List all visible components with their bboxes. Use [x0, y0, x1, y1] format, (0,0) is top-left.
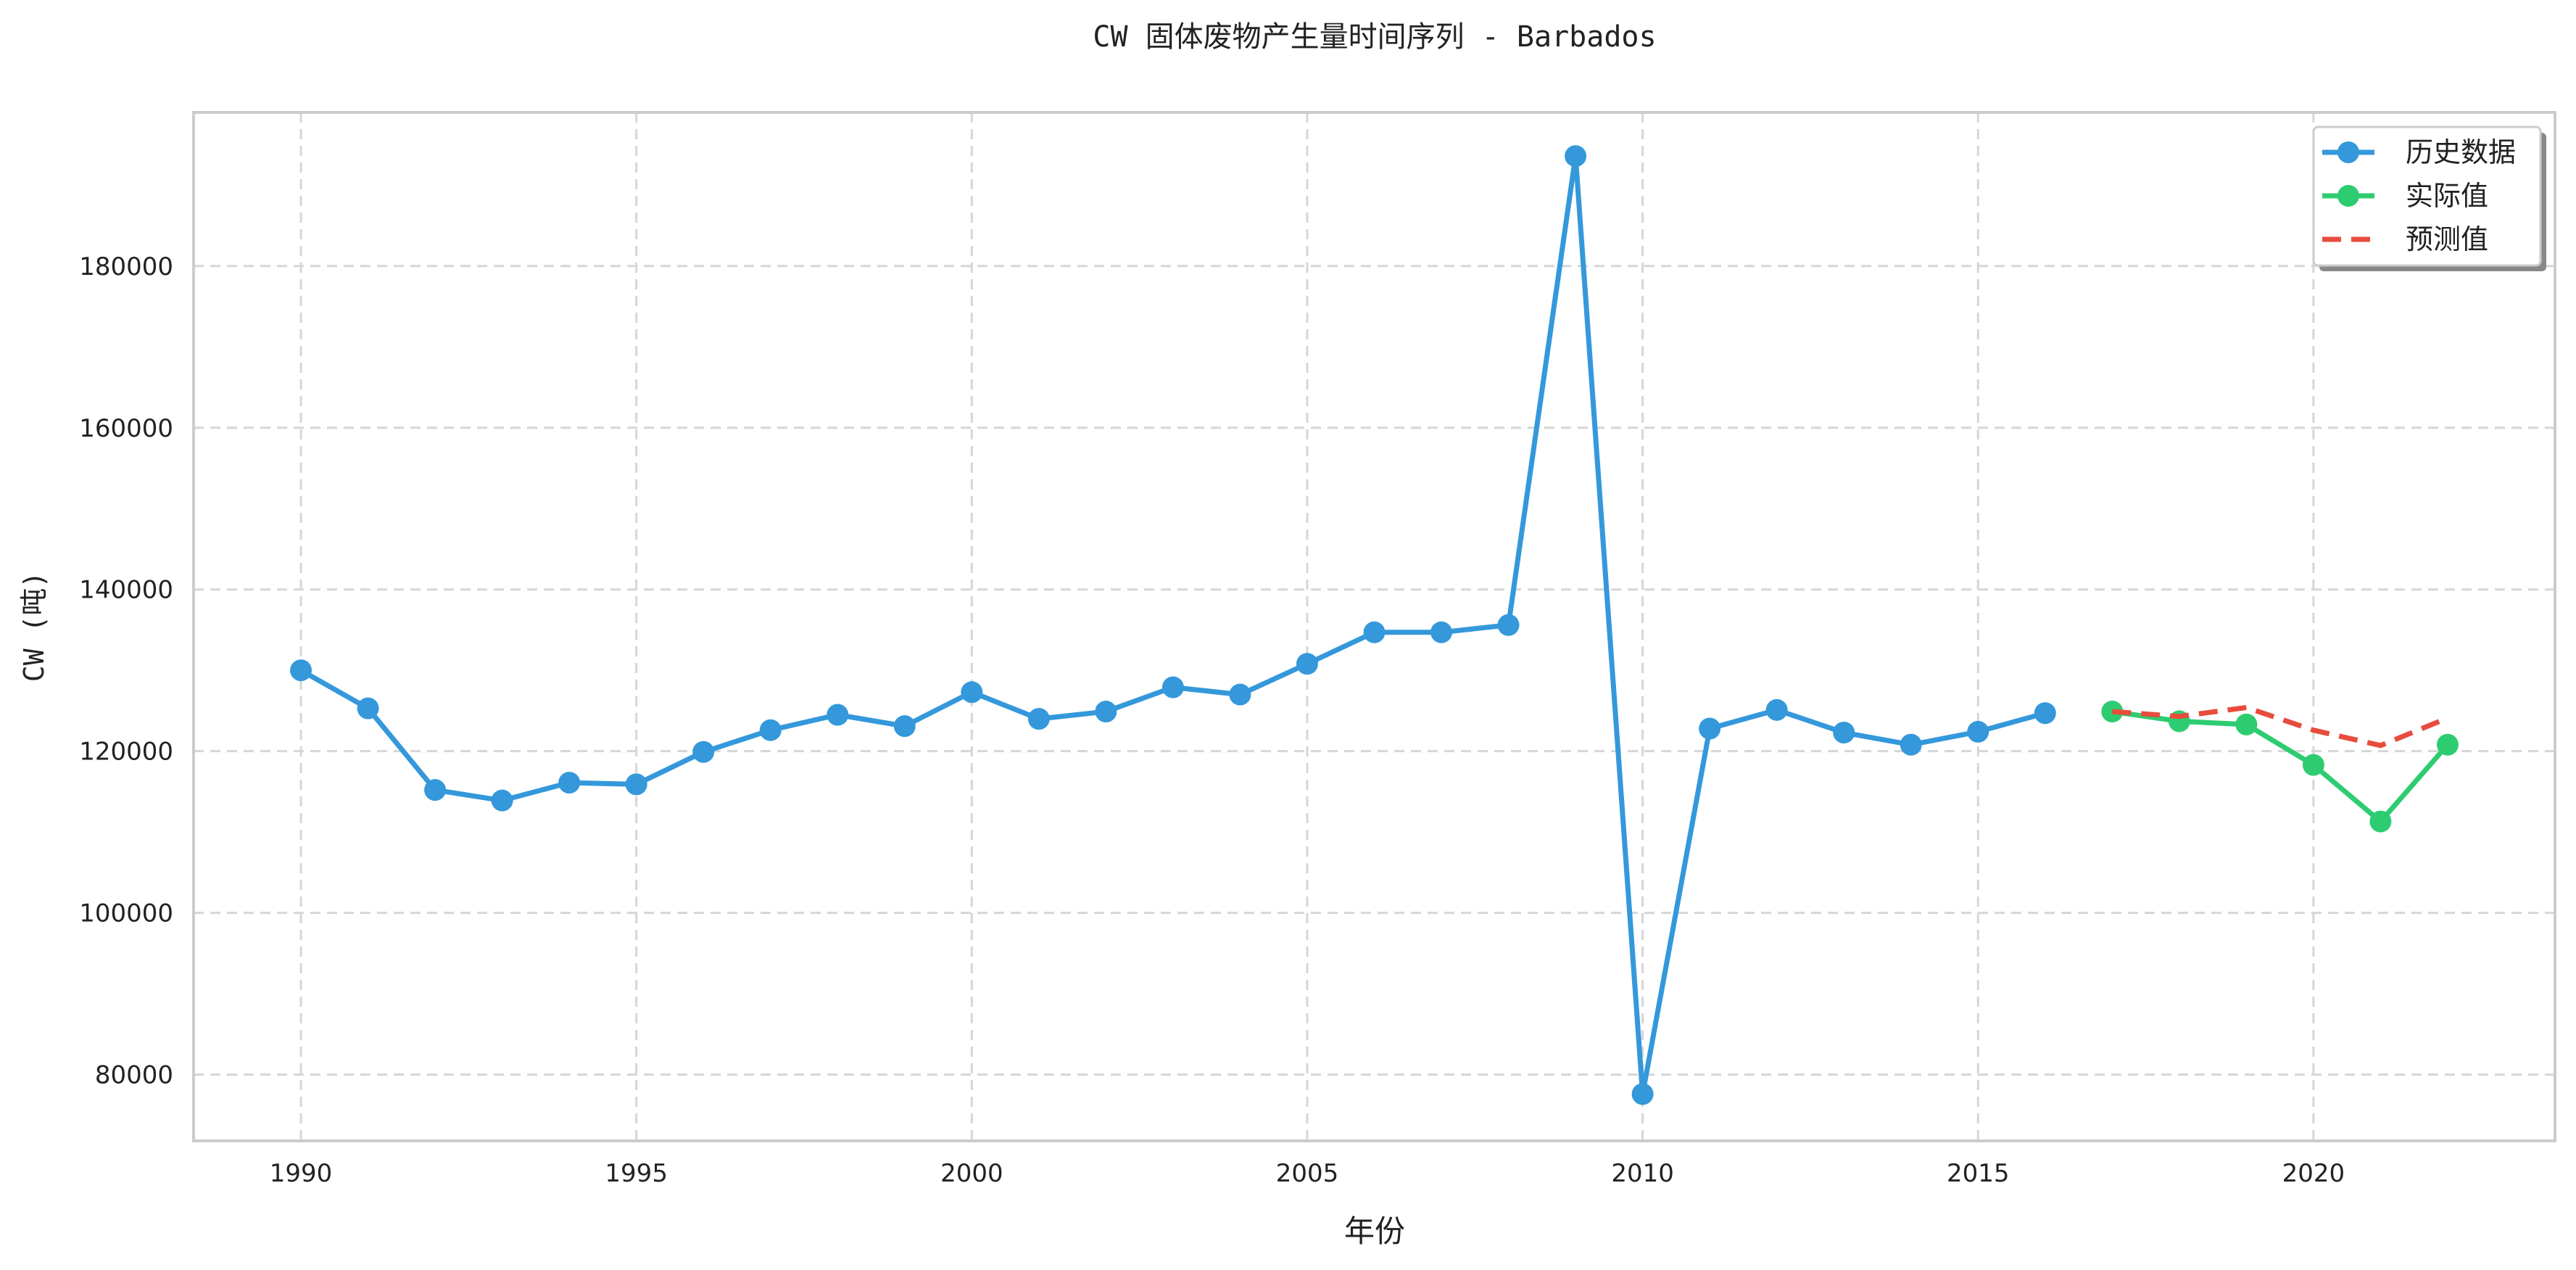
x-tick-label: 2005 [1276, 1159, 1339, 1188]
y-tick-label: 100000 [79, 899, 173, 928]
data-point [692, 741, 715, 763]
data-point [1027, 708, 1050, 730]
legend-label: 预测值 [2406, 223, 2488, 255]
data-point [1161, 676, 1184, 698]
grid [194, 112, 2555, 1141]
x-tick-label: 1990 [270, 1159, 333, 1188]
data-point [1967, 720, 1989, 743]
x-tick-label: 2020 [2282, 1159, 2345, 1188]
data-point [1833, 722, 1855, 744]
data-point [893, 715, 916, 738]
legend-marker [2337, 185, 2359, 207]
y-tick-label: 120000 [79, 738, 173, 767]
data-point [1631, 1083, 1654, 1105]
data-point [2436, 733, 2459, 756]
data-point [625, 773, 647, 796]
data-point [759, 719, 782, 741]
data-point [2034, 702, 2056, 725]
y-tick-label: 140000 [79, 576, 173, 605]
data-point [1430, 621, 1453, 643]
legend-label: 实际值 [2406, 180, 2488, 212]
legend-marker [2337, 141, 2359, 163]
data-point [1229, 683, 1251, 706]
data-point [424, 779, 447, 801]
data-point [1900, 733, 1922, 756]
x-tick-label: 1995 [605, 1159, 668, 1188]
legend-box [2312, 125, 2542, 267]
x-axis-label: 年份 [1344, 1213, 1405, 1249]
y-tick-label: 160000 [79, 414, 173, 443]
y-tick-label: 80000 [95, 1061, 173, 1090]
legend-label: 历史数据 [2406, 136, 2516, 168]
data-point [2302, 754, 2324, 776]
y-tick-label: 180000 [79, 252, 173, 281]
data-point [1363, 621, 1386, 643]
plot-frame [192, 111, 2556, 1142]
chart-title: CW 固体废物产生量时间序列 - Barbados [1093, 20, 1656, 54]
data-point [1765, 698, 1788, 721]
data-point [2235, 713, 2258, 735]
y-axis-label: CW (吨) [18, 572, 50, 682]
data-point [491, 789, 513, 812]
x-tick-label: 2015 [1947, 1159, 2010, 1188]
x-tick-label: 2000 [940, 1159, 1003, 1188]
data-point [558, 772, 581, 794]
x-tick-label: 2010 [1611, 1159, 1674, 1188]
data-point [1565, 145, 1587, 168]
data-point [1296, 653, 1318, 675]
data-point [2369, 810, 2392, 833]
data-point [1095, 701, 1117, 723]
data-point [827, 704, 849, 726]
series-line-1 [2109, 709, 2451, 825]
data-point [1699, 717, 1721, 740]
tick-labels: 1990 1995 2000 2005 2010 2015 2020 80000 100000 1… [79, 252, 2345, 1188]
series-line-0 [298, 153, 2048, 1097]
series-layer [290, 145, 2459, 1105]
data-point [290, 659, 312, 682]
data-point [1497, 614, 1520, 636]
series-line-2 [2112, 704, 2449, 749]
data-point [961, 681, 983, 704]
data-point [357, 697, 379, 719]
